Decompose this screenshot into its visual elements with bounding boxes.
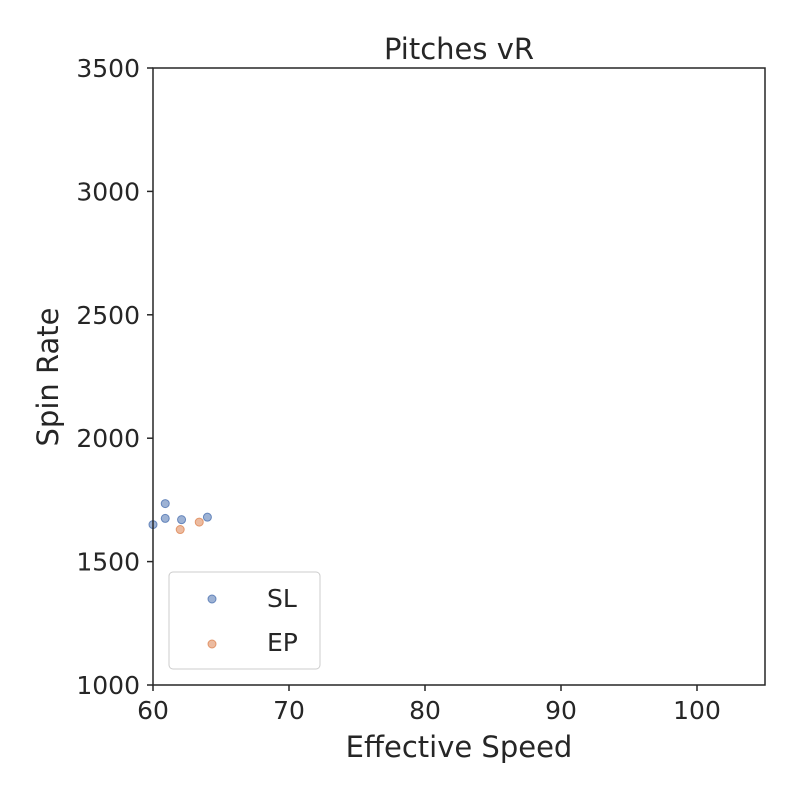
point-sl — [177, 515, 187, 525]
x-tick-label: 60 — [137, 696, 169, 725]
y-tick-label: 2000 — [76, 424, 140, 453]
y-tick-label: 1500 — [76, 548, 140, 577]
y-tick-label: 3500 — [76, 54, 140, 83]
plot-frame — [152, 67, 766, 686]
x-axis-label: Effective Speed — [346, 730, 573, 764]
x-tick-label: 100 — [673, 696, 721, 725]
x-tick-label: 70 — [273, 696, 305, 725]
y-tick-label: 2500 — [76, 301, 140, 330]
legend-label-ep: EP — [267, 628, 298, 657]
legend: SL EP — [168, 571, 321, 670]
y-tick-label: 1000 — [76, 671, 140, 700]
x-axis: 60 70 80 90 100 — [137, 685, 721, 725]
legend-box — [168, 571, 321, 670]
points-layer — [148, 499, 212, 535]
point-ep — [194, 517, 204, 527]
y-tick-label: 3000 — [76, 177, 140, 206]
chart-title: Pitches vR — [384, 32, 534, 66]
point-sl — [160, 499, 170, 509]
legend-marker-sl — [207, 594, 217, 604]
y-axis-label: Spin Rate — [31, 308, 65, 447]
point-sl — [202, 512, 212, 522]
x-tick-label: 80 — [409, 696, 441, 725]
point-ep — [175, 525, 185, 535]
legend-label-sl: SL — [267, 584, 297, 613]
point-sl — [160, 513, 170, 523]
y-axis: 1000 1500 2000 2500 3000 3500 — [76, 54, 153, 700]
legend-marker-ep — [207, 639, 217, 649]
x-tick-label: 90 — [545, 696, 577, 725]
